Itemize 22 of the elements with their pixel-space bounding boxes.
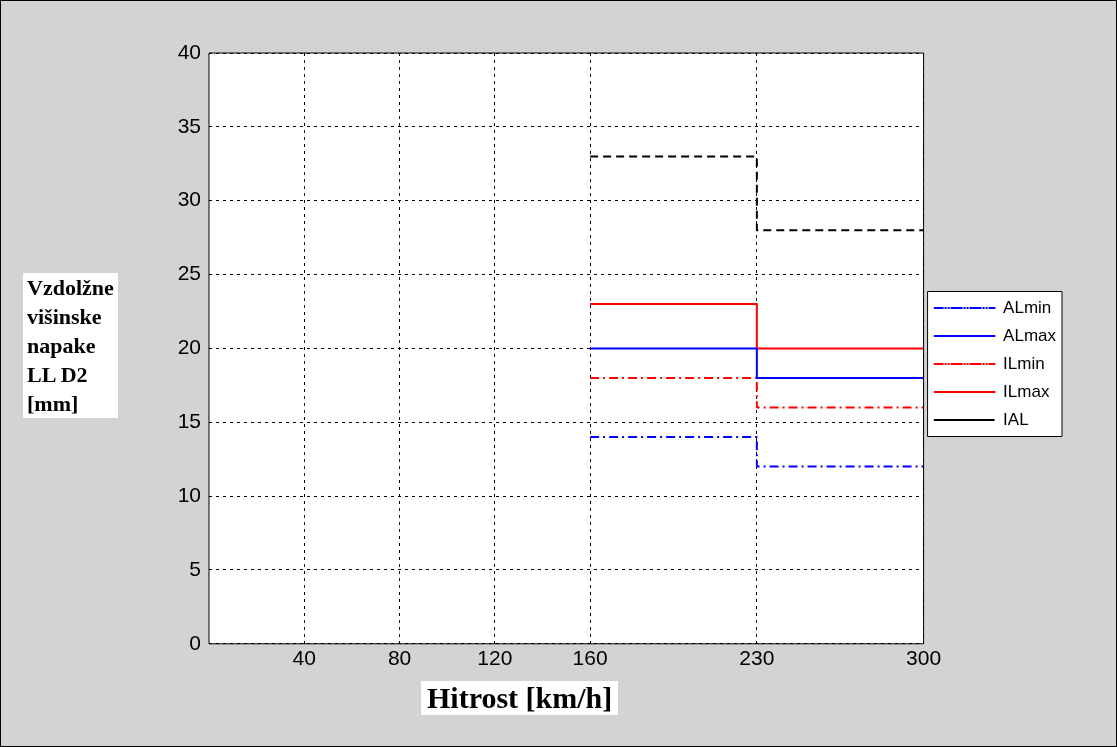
y-tick-label: 0 <box>189 630 201 654</box>
x-tick-label: 300 <box>906 646 942 670</box>
x-tick-label: 120 <box>477 646 513 670</box>
x-tick-label: 160 <box>572 646 608 670</box>
legend-label: ILmax <box>1003 381 1050 401</box>
y-tick-label: 30 <box>177 187 201 211</box>
legend-label: ALmin <box>1003 297 1052 317</box>
y-tick-label: 20 <box>177 335 201 359</box>
x-axis-title: Hitrost [km/h] <box>421 681 619 715</box>
y-tick-label: 25 <box>177 261 201 285</box>
legend-label: ILmin <box>1003 353 1045 373</box>
x-tick-label: 80 <box>387 646 412 670</box>
legend-label: ALmax <box>1003 325 1057 345</box>
y-tick-label: 5 <box>189 556 201 580</box>
y-axis-title: Vzdolžne višinske napake LL D2 [mm] <box>23 273 118 418</box>
y-tick-label: 40 <box>177 39 201 63</box>
y-tick-label: 10 <box>177 482 201 506</box>
x-tick-label: 40 <box>292 646 316 670</box>
legend-label: IAL <box>1003 409 1029 429</box>
y-tick-label: 15 <box>177 409 201 433</box>
x-tick-label: 230 <box>739 646 775 670</box>
y-tick-label: 35 <box>177 113 201 137</box>
